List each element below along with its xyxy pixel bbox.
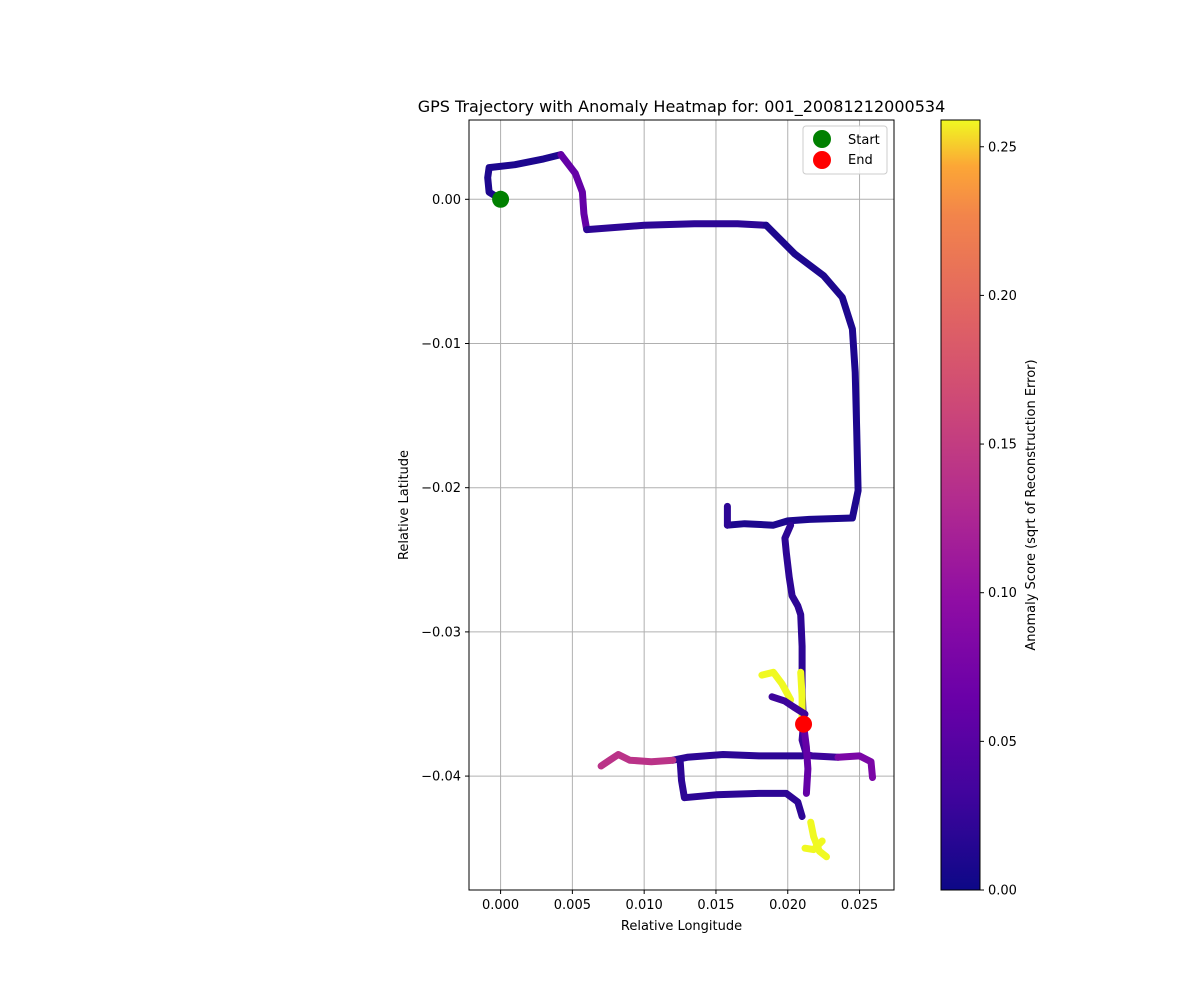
trajectory-segment: [800, 720, 812, 797]
trajectory-segment: [669, 751, 806, 764]
plot-frame: [468, 119, 895, 891]
colorbar-gradient: [940, 119, 981, 891]
chart-title: GPS Trajectory with Anomaly Heatmap for:…: [418, 97, 946, 117]
x-tick-label: 0.025: [841, 898, 878, 913]
y-axis-ticks: 0.00 −0.01 −0.02 −0.03 −0.04: [421, 193, 469, 785]
legend-end-label: End: [848, 153, 873, 168]
trajectory-segment: [597, 751, 677, 770]
start-marker: [492, 190, 510, 208]
x-tick-label: 0.015: [697, 898, 734, 913]
trajectory-segment: [484, 151, 565, 203]
legend-start-label: Start: [848, 133, 880, 148]
trajectory-path: [484, 151, 876, 861]
colorbar-label: Anomaly Score (sqrt of Reconstruction Er…: [1024, 359, 1039, 650]
trajectory-segment: [801, 837, 826, 854]
y-tick-label: −0.04: [421, 770, 461, 785]
x-axis-label: Relative Longitude: [621, 919, 742, 934]
y-tick-label: −0.03: [421, 625, 461, 640]
y-tick-label: 0.00: [432, 193, 461, 208]
start-end-markers: [492, 190, 813, 733]
trajectory-segment: [557, 151, 591, 234]
trajectory-segment: [583, 220, 770, 234]
trajectory-segment: [723, 221, 862, 529]
colorbar-tick-label: 0.00: [988, 884, 1017, 899]
y-axis-label: Relative Latitude: [397, 450, 412, 560]
trajectory-segment: [676, 756, 806, 820]
colorbar: 0.00 0.05 0.10 0.15 0.20 0.25 Anomaly Score (…: [940, 119, 1039, 899]
x-tick-label: 0.020: [769, 898, 806, 913]
trajectory-segment: [768, 693, 809, 718]
colorbar-tick-label: 0.25: [988, 140, 1017, 155]
colorbar-tick-label: 0.05: [988, 735, 1017, 750]
x-tick-label: 0.005: [554, 898, 591, 913]
x-tick-label: 0.000: [482, 898, 519, 913]
y-tick-label: −0.01: [421, 337, 461, 352]
colorbar-ticks: 0.00 0.05 0.10 0.15 0.20 0.25: [980, 140, 1017, 899]
colorbar-tick-label: 0.10: [988, 586, 1017, 601]
legend: Start End: [802, 125, 888, 175]
colorbar-tick-label: 0.20: [988, 289, 1017, 304]
colorbar-tick-label: 0.15: [988, 438, 1017, 453]
trajectory-segment: [758, 668, 795, 704]
trajectory-segment: [781, 521, 807, 728]
end-marker: [795, 715, 813, 733]
legend-end-marker: [813, 151, 831, 169]
legend-start-marker: [813, 130, 831, 148]
x-tick-label: 0.010: [626, 898, 663, 913]
x-axis-ticks: 0.000 0.005 0.010 0.015 0.020 0.025: [482, 890, 878, 913]
y-tick-label: −0.02: [421, 481, 461, 496]
trajectory-segment: [834, 752, 876, 781]
